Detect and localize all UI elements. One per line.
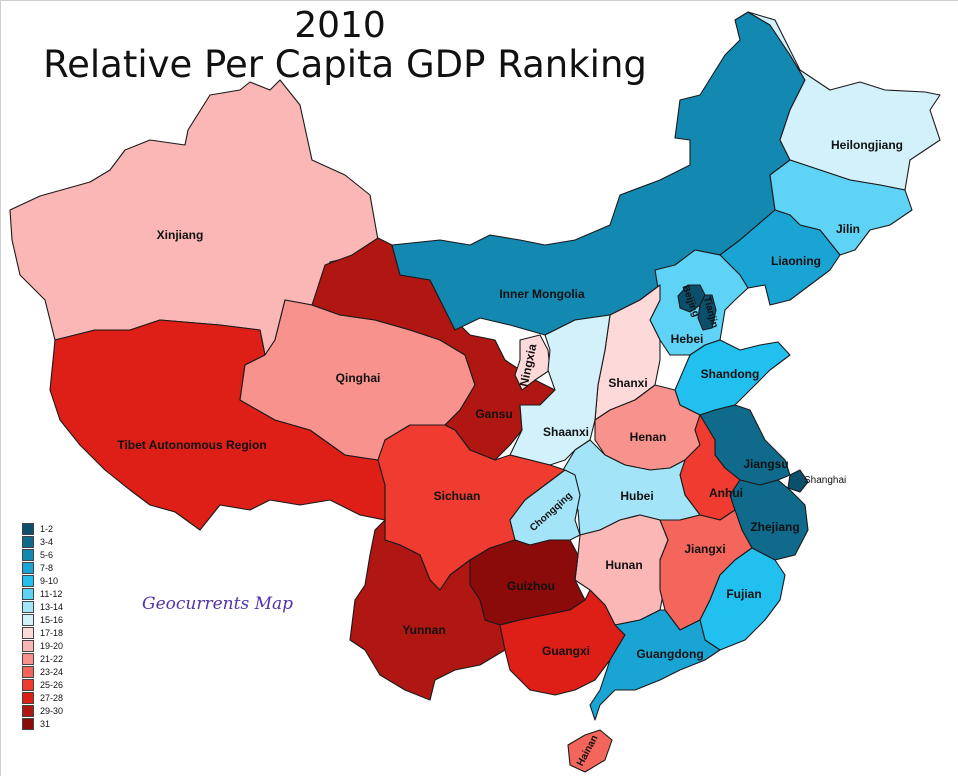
map-credit: Geocurrents Map bbox=[142, 594, 293, 614]
legend-item: 1-2 bbox=[22, 522, 63, 535]
legend-label: 3-4 bbox=[40, 536, 54, 547]
legend-item: 5-6 bbox=[22, 548, 63, 561]
legend-label: 17-18 bbox=[40, 627, 64, 638]
label-henan: Henan bbox=[630, 430, 667, 444]
label-qinghai: Qinghai bbox=[336, 371, 381, 385]
province-yunnan bbox=[349, 519, 506, 701]
legend-item: 9-10 bbox=[22, 574, 63, 587]
legend-swatch bbox=[22, 548, 34, 561]
legend-swatch bbox=[22, 535, 34, 548]
legend-swatch bbox=[22, 652, 34, 665]
label-hunan: Hunan bbox=[605, 558, 642, 572]
legend-swatch bbox=[22, 639, 34, 652]
legend-swatch bbox=[22, 561, 34, 574]
label-fujian: Fujian bbox=[726, 587, 761, 601]
legend-label: 31 bbox=[40, 718, 51, 729]
legend-label: 13-14 bbox=[40, 601, 64, 612]
legend-label: 19-20 bbox=[40, 640, 64, 651]
legend-swatch bbox=[22, 587, 34, 600]
legend-item: 3-4 bbox=[22, 535, 63, 548]
province-tibet bbox=[49, 319, 386, 531]
legend-swatch bbox=[22, 665, 34, 678]
label-yunnan: Yunnan bbox=[402, 623, 445, 637]
legend-label: 15-16 bbox=[40, 614, 64, 625]
legend-label: 1-2 bbox=[40, 523, 54, 534]
legend-swatch bbox=[22, 613, 34, 626]
label-tibet: Tibet Autonomous Region bbox=[117, 438, 266, 452]
label-gansu: Gansu bbox=[475, 407, 512, 421]
legend-item: 19-20 bbox=[22, 639, 63, 652]
map-title: Relative Per Capita GDP Ranking bbox=[43, 43, 647, 86]
legend-swatch bbox=[22, 600, 34, 613]
label-shandong: Shandong bbox=[701, 367, 760, 381]
province-ningxia bbox=[514, 334, 551, 391]
frame-left-line bbox=[0, 0, 5, 776]
legend-swatch bbox=[22, 691, 34, 704]
legend-label: 7-8 bbox=[40, 562, 54, 573]
province-heilongjiang bbox=[747, 11, 941, 191]
legend-item: 11-12 bbox=[22, 587, 63, 600]
province-guangdong bbox=[589, 609, 721, 721]
legend-swatch bbox=[22, 522, 34, 535]
label-shanghai: Shanghai bbox=[804, 475, 846, 486]
legend-item: 27-28 bbox=[22, 691, 63, 704]
label-anhui: Anhui bbox=[709, 486, 743, 500]
legend-item: 25-26 bbox=[22, 678, 63, 691]
legend-item: 23-24 bbox=[22, 665, 63, 678]
legend-label: 29-30 bbox=[40, 705, 64, 716]
label-shaanxi: Shaanxi bbox=[543, 425, 589, 439]
map-title-year: 2010 bbox=[294, 5, 386, 46]
province-fujian bbox=[699, 547, 786, 651]
legend-label: 11-12 bbox=[40, 588, 63, 599]
label-jiangsu: Jiangsu bbox=[743, 457, 788, 471]
legend-swatch bbox=[22, 678, 34, 691]
legend-item: 13-14 bbox=[22, 600, 63, 613]
legend-label: 21-22 bbox=[40, 653, 64, 664]
legend-swatch bbox=[22, 626, 34, 639]
label-inner-mongolia: Inner Mongolia bbox=[499, 287, 585, 301]
label-shanxi: Shanxi bbox=[608, 376, 647, 390]
legend-swatch bbox=[22, 717, 34, 730]
label-hubei: Hubei bbox=[620, 489, 653, 503]
map-legend: 1-2 3-4 5-6 7-8 9-10 11-12 13-14 15-16 17-18 19-2… bbox=[22, 522, 63, 730]
legend-item: 7-8 bbox=[22, 561, 63, 574]
legend-item: 31 bbox=[22, 717, 63, 730]
legend-swatch bbox=[22, 704, 34, 717]
legend-item: 15-16 bbox=[22, 613, 63, 626]
label-guizhou: Guizhou bbox=[507, 579, 555, 593]
legend-label: 9-10 bbox=[40, 575, 59, 586]
label-hebei: Hebei bbox=[671, 332, 704, 346]
label-liaoning: Liaoning bbox=[771, 254, 821, 268]
province-hainan bbox=[567, 729, 613, 773]
label-xinjiang: Xinjiang bbox=[157, 228, 204, 242]
label-heilongjiang: Heilongjiang bbox=[831, 138, 903, 152]
legend-label: 25-26 bbox=[40, 679, 64, 690]
label-guangdong: Guangdong bbox=[636, 647, 703, 661]
province-liaoning bbox=[719, 209, 841, 306]
legend-label: 5-6 bbox=[40, 549, 54, 560]
legend-item: 29-30 bbox=[22, 704, 63, 717]
legend-label: 27-28 bbox=[40, 692, 64, 703]
legend-swatch bbox=[22, 574, 34, 587]
label-zhejiang: Zhejiang bbox=[750, 520, 799, 534]
frame-top-line bbox=[0, 0, 958, 5]
legend-label: 23-24 bbox=[40, 666, 64, 677]
legend-item: 21-22 bbox=[22, 652, 63, 665]
label-sichuan: Sichuan bbox=[434, 489, 481, 503]
province-tianjin bbox=[697, 294, 717, 331]
label-jilin: Jilin bbox=[836, 222, 860, 236]
label-guangxi: Guangxi bbox=[542, 644, 590, 658]
legend-item: 17-18 bbox=[22, 626, 63, 639]
province-shanghai bbox=[787, 469, 809, 493]
label-jiangxi: Jiangxi bbox=[684, 542, 725, 556]
